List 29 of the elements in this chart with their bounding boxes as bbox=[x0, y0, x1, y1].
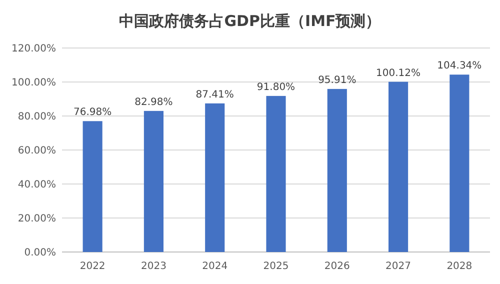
bar bbox=[388, 82, 408, 252]
data-label: 95.91% bbox=[318, 74, 356, 86]
y-tick-label: 40.00% bbox=[18, 180, 56, 190]
y-tick-label: 100.00% bbox=[12, 78, 56, 88]
data-label: 87.41% bbox=[196, 89, 234, 100]
bar bbox=[82, 121, 102, 252]
bar bbox=[144, 110, 164, 252]
y-tick-label: 0.00% bbox=[24, 248, 56, 258]
x-tick-label: 2023 bbox=[140, 261, 166, 272]
data-label: 100.12% bbox=[376, 68, 421, 79]
bar bbox=[450, 74, 470, 252]
x-tick-label: 2024 bbox=[202, 261, 228, 272]
x-tick-label: 2026 bbox=[324, 261, 350, 272]
y-tick-label: 120.00% bbox=[12, 44, 56, 54]
bar bbox=[327, 88, 347, 252]
bar bbox=[266, 96, 286, 252]
y-tick-label: 60.00% bbox=[18, 146, 56, 156]
y-tick-label: 20.00% bbox=[18, 214, 56, 224]
data-label: 104.34% bbox=[437, 60, 482, 72]
y-tick-label: 80.00% bbox=[18, 112, 56, 122]
chart-title: 中国政府债务占GDP比重（IMF预测） bbox=[119, 12, 381, 30]
data-label: 82.98% bbox=[134, 96, 173, 108]
x-tick-label: 2025 bbox=[263, 261, 289, 272]
data-label: 91.80% bbox=[256, 82, 296, 93]
bar bbox=[205, 103, 225, 252]
data-label: 76.98% bbox=[74, 107, 112, 118]
x-tick-label: 2022 bbox=[80, 261, 106, 272]
x-tick-label: 2027 bbox=[386, 261, 412, 272]
x-tick-label: 2028 bbox=[446, 261, 472, 272]
